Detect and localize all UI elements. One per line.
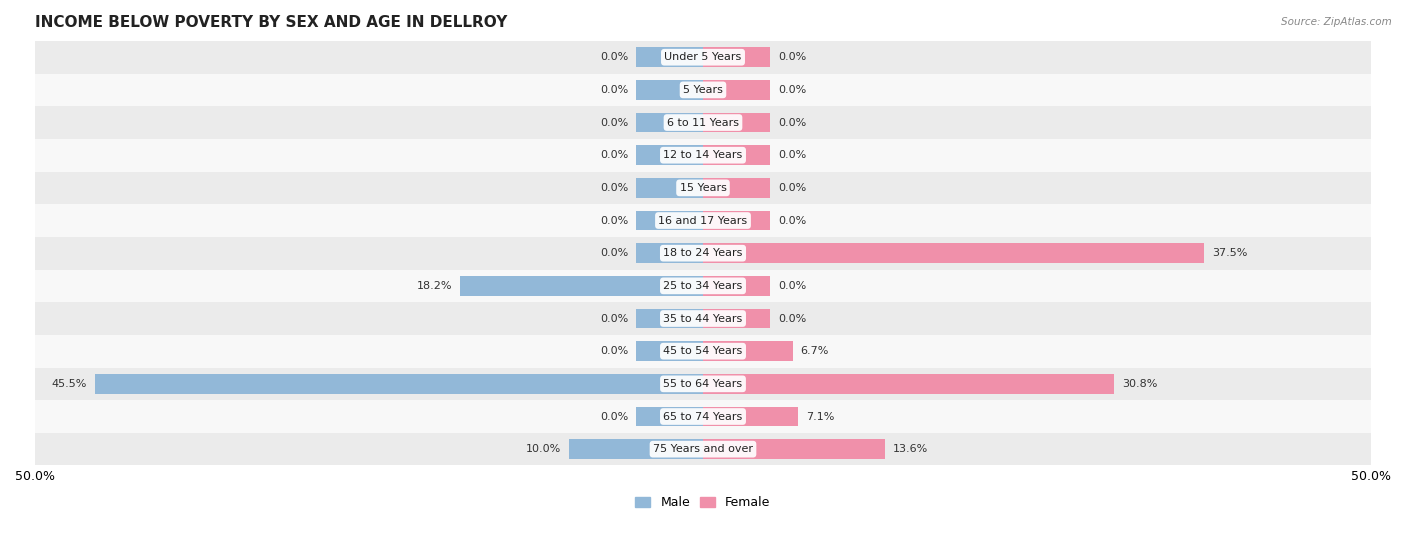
Text: 13.6%: 13.6%: [893, 444, 928, 454]
Text: 12 to 14 Years: 12 to 14 Years: [664, 150, 742, 160]
Text: 35 to 44 Years: 35 to 44 Years: [664, 314, 742, 324]
Legend: Male, Female: Male, Female: [630, 492, 776, 514]
Bar: [35, 204, 1371, 237]
Text: 0.0%: 0.0%: [600, 248, 628, 258]
Text: 0.0%: 0.0%: [778, 85, 806, 95]
Bar: [636, 47, 703, 67]
Bar: [703, 113, 770, 132]
Bar: [703, 309, 770, 328]
Text: 0.0%: 0.0%: [600, 183, 628, 193]
Text: 5 Years: 5 Years: [683, 85, 723, 95]
Text: 65 to 74 Years: 65 to 74 Years: [664, 411, 742, 421]
Text: 0.0%: 0.0%: [778, 183, 806, 193]
Text: 0.0%: 0.0%: [600, 346, 628, 356]
Bar: [703, 80, 770, 100]
Text: 0.0%: 0.0%: [778, 314, 806, 324]
Bar: [460, 276, 703, 296]
Bar: [636, 309, 703, 328]
Text: 0.0%: 0.0%: [778, 150, 806, 160]
Bar: [35, 41, 1371, 74]
Text: 18 to 24 Years: 18 to 24 Years: [664, 248, 742, 258]
Text: 16 and 17 Years: 16 and 17 Years: [658, 215, 748, 225]
Bar: [35, 171, 1371, 204]
Bar: [703, 407, 797, 426]
Bar: [35, 106, 1371, 139]
Text: 0.0%: 0.0%: [778, 52, 806, 62]
Bar: [96, 374, 703, 393]
Bar: [35, 139, 1371, 171]
Bar: [35, 368, 1371, 400]
Text: 0.0%: 0.0%: [778, 215, 806, 225]
Text: 0.0%: 0.0%: [600, 411, 628, 421]
Text: 18.2%: 18.2%: [416, 281, 451, 291]
Bar: [703, 47, 770, 67]
Bar: [569, 439, 703, 459]
Text: 45 to 54 Years: 45 to 54 Years: [664, 346, 742, 356]
Text: 25 to 34 Years: 25 to 34 Years: [664, 281, 742, 291]
Bar: [35, 302, 1371, 335]
Text: 37.5%: 37.5%: [1212, 248, 1247, 258]
Bar: [703, 341, 793, 361]
Text: 0.0%: 0.0%: [600, 314, 628, 324]
Bar: [703, 276, 770, 296]
Text: 0.0%: 0.0%: [600, 215, 628, 225]
Text: Under 5 Years: Under 5 Years: [665, 52, 741, 62]
Bar: [636, 243, 703, 263]
Bar: [703, 374, 1115, 393]
Text: Source: ZipAtlas.com: Source: ZipAtlas.com: [1281, 17, 1392, 27]
Bar: [35, 433, 1371, 465]
Bar: [636, 211, 703, 230]
Bar: [636, 113, 703, 132]
Text: INCOME BELOW POVERTY BY SEX AND AGE IN DELLROY: INCOME BELOW POVERTY BY SEX AND AGE IN D…: [35, 15, 508, 30]
Bar: [35, 237, 1371, 270]
Bar: [703, 211, 770, 230]
Bar: [703, 243, 1204, 263]
Text: 6.7%: 6.7%: [800, 346, 830, 356]
Bar: [636, 80, 703, 100]
Bar: [636, 407, 703, 426]
Text: 7.1%: 7.1%: [806, 411, 834, 421]
Bar: [703, 439, 884, 459]
Bar: [636, 178, 703, 198]
Bar: [35, 400, 1371, 433]
Text: 0.0%: 0.0%: [600, 150, 628, 160]
Text: 55 to 64 Years: 55 to 64 Years: [664, 379, 742, 389]
Bar: [35, 270, 1371, 302]
Text: 15 Years: 15 Years: [679, 183, 727, 193]
Bar: [703, 146, 770, 165]
Bar: [35, 335, 1371, 368]
Text: 0.0%: 0.0%: [778, 281, 806, 291]
Bar: [636, 341, 703, 361]
Text: 0.0%: 0.0%: [600, 52, 628, 62]
Bar: [703, 178, 770, 198]
Bar: [35, 74, 1371, 106]
Text: 10.0%: 10.0%: [526, 444, 561, 454]
Text: 0.0%: 0.0%: [600, 85, 628, 95]
Text: 30.8%: 30.8%: [1122, 379, 1159, 389]
Bar: [636, 146, 703, 165]
Text: 0.0%: 0.0%: [778, 118, 806, 128]
Text: 0.0%: 0.0%: [600, 118, 628, 128]
Text: 6 to 11 Years: 6 to 11 Years: [666, 118, 740, 128]
Text: 45.5%: 45.5%: [52, 379, 87, 389]
Text: 75 Years and over: 75 Years and over: [652, 444, 754, 454]
